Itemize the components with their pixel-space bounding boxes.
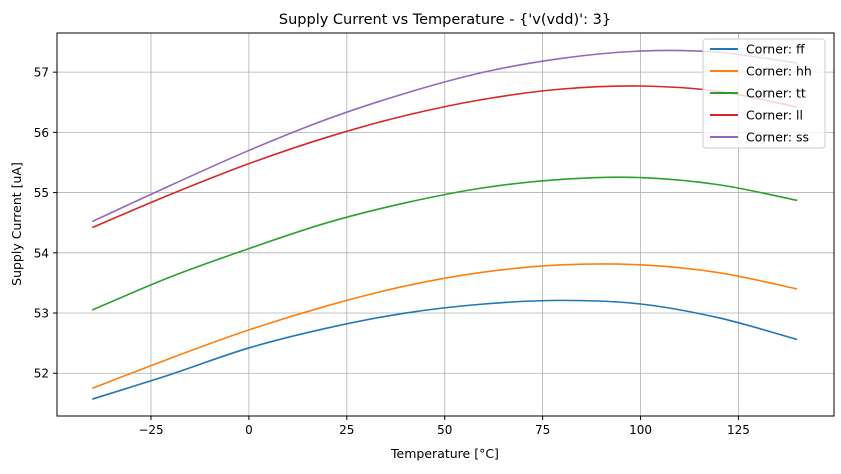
legend-label: Corner: ss — [746, 130, 809, 145]
series-line-ss — [91, 49, 798, 223]
y-tick-label: 54 — [34, 246, 49, 260]
legend-label: Corner: ff — [746, 42, 805, 57]
x-tick-label: 25 — [339, 423, 354, 437]
y-tick-label: 57 — [34, 66, 49, 80]
series-line-tt — [91, 176, 798, 311]
x-tick-label: 125 — [727, 423, 750, 437]
axis-ticks: −25 0 25 50 75 100 125 52 53 54 55 56 57 — [34, 66, 750, 437]
legend-label: Corner: hh — [746, 64, 812, 79]
series-line-ll — [91, 85, 798, 229]
x-tick-label: 0 — [245, 423, 253, 437]
series-line-ff — [92, 299, 798, 400]
legend-label: Corner: ll — [746, 108, 803, 123]
x-tick-label: −25 — [138, 423, 163, 437]
y-tick-label: 53 — [34, 307, 49, 321]
series-line-hh — [91, 263, 798, 390]
x-axis-label: Temperature [°C] — [390, 446, 499, 461]
legend: Corner: ff Corner: hh Corner: tt Corner: ll… — [702, 38, 826, 149]
y-tick-label: 52 — [34, 367, 49, 381]
x-tick-label: 75 — [535, 423, 550, 437]
chart-title: Supply Current vs Temperature - {'v(vdd)… — [279, 12, 611, 28]
legend-box — [702, 38, 826, 149]
plot-frame — [56, 32, 835, 417]
series-lines — [91, 49, 798, 400]
x-tick-label: 100 — [629, 423, 652, 437]
y-tick-label: 56 — [34, 126, 49, 140]
y-axis-label: Supply Current [uA] — [9, 162, 24, 286]
y-tick-label: 55 — [34, 186, 49, 200]
legend-label: Corner: tt — [746, 86, 806, 101]
x-tick-label: 50 — [437, 423, 452, 437]
